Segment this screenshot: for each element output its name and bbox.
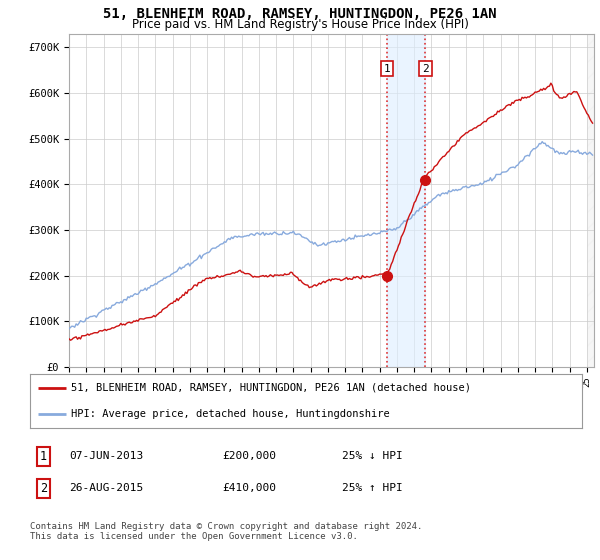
Text: 2: 2 — [422, 64, 429, 73]
Text: 26-AUG-2015: 26-AUG-2015 — [69, 483, 143, 493]
Text: Contains HM Land Registry data © Crown copyright and database right 2024.
This d: Contains HM Land Registry data © Crown c… — [30, 522, 422, 542]
Text: 1: 1 — [40, 450, 47, 463]
Text: HPI: Average price, detached house, Huntingdonshire: HPI: Average price, detached house, Hunt… — [71, 409, 390, 419]
Bar — [387, 34, 425, 367]
Text: Price paid vs. HM Land Registry's House Price Index (HPI): Price paid vs. HM Land Registry's House … — [131, 18, 469, 31]
Text: £200,000: £200,000 — [222, 451, 276, 461]
Text: 1: 1 — [384, 64, 391, 73]
Text: 25% ↑ HPI: 25% ↑ HPI — [342, 483, 403, 493]
Text: 51, BLENHEIM ROAD, RAMSEY, HUNTINGDON, PE26 1AN: 51, BLENHEIM ROAD, RAMSEY, HUNTINGDON, P… — [103, 7, 497, 21]
Text: 2: 2 — [40, 482, 47, 495]
Text: 51, BLENHEIM ROAD, RAMSEY, HUNTINGDON, PE26 1AN (detached house): 51, BLENHEIM ROAD, RAMSEY, HUNTINGDON, P… — [71, 383, 472, 393]
Text: £410,000: £410,000 — [222, 483, 276, 493]
Bar — [587, 34, 594, 367]
Text: 07-JUN-2013: 07-JUN-2013 — [69, 451, 143, 461]
Text: 25% ↓ HPI: 25% ↓ HPI — [342, 451, 403, 461]
